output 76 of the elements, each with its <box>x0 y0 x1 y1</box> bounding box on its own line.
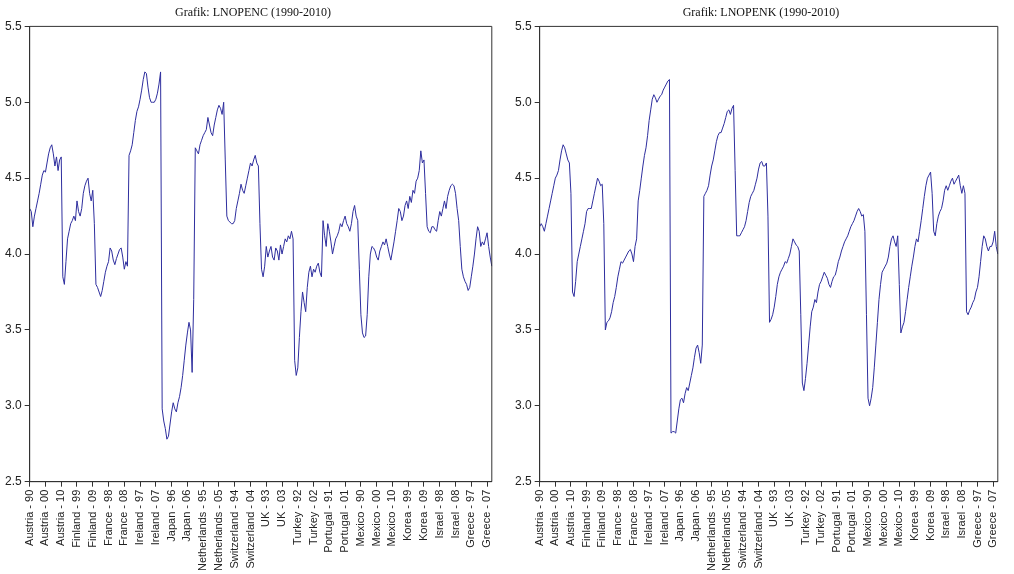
x-tick-label: Japan - 96 <box>673 489 686 542</box>
x-tick-label: Austria - 90 <box>22 489 35 546</box>
x-tick-label: Netherlands - 95 <box>196 489 209 571</box>
x-tick-label: Finland - 09 <box>85 489 98 548</box>
x-tick-label: Austria - 00 <box>38 489 51 546</box>
x-tick-label: Korea - 09 <box>417 489 430 542</box>
x-tick-label: Greece - 07 <box>986 489 999 548</box>
y-tick-label: 5.5 <box>514 18 532 33</box>
y-tick-label: 4.5 <box>4 170 22 185</box>
x-tick-label: Mexico - 10 <box>385 489 398 547</box>
y-tick-label: 5.0 <box>4 94 22 109</box>
x-tick-label: France - 08 <box>117 489 130 546</box>
x-tick-label: Netherlands - 95 <box>704 489 717 571</box>
x-tick-label: Portugal - 91 <box>829 489 842 553</box>
x-tick-label: Netherlands - 05 <box>211 489 224 571</box>
y-tick-label: 3.0 <box>514 398 532 413</box>
x-tick-label: Ireland - 97 <box>642 489 655 546</box>
x-tick-label: Austria - 10 <box>54 489 67 546</box>
y-tick-label: 4.5 <box>514 170 532 185</box>
x-tick-label: Greece - 07 <box>480 489 493 548</box>
x-tick-label: Mexico - 00 <box>369 489 382 547</box>
chart-title: Grafik: LNOPENK (1990-2010) <box>682 5 840 20</box>
y-tick-label: 5.0 <box>514 94 532 109</box>
x-tick-label: Mexico - 00 <box>876 489 889 547</box>
x-tick-label: Japan - 06 <box>689 489 702 542</box>
x-tick-label: Japan - 96 <box>164 489 177 542</box>
x-tick-label: Israel - 98 <box>432 489 445 539</box>
x-tick-label: Turkey - 92 <box>798 489 811 545</box>
x-tick-label: Greece - 97 <box>970 489 983 548</box>
x-tick-label: Turkey - 02 <box>306 489 319 545</box>
x-tick-label: Portugal - 01 <box>338 489 351 553</box>
x-tick-label: Greece - 97 <box>464 489 477 548</box>
x-tick-label: UK - 93 <box>259 489 272 527</box>
x-tick-label: Switzerland - 94 <box>227 489 240 569</box>
x-tick-label: UK - 93 <box>767 489 780 527</box>
x-tick-label: France - 98 <box>101 489 114 546</box>
x-tick-label: Portugal - 91 <box>322 489 335 553</box>
x-tick-label: Israel - 98 <box>939 489 952 539</box>
y-tick-label: 3.5 <box>514 322 532 337</box>
x-tick-label: France - 98 <box>610 489 623 546</box>
x-tick-label: Israel - 08 <box>954 489 967 539</box>
x-tick-label: Turkey - 02 <box>814 489 827 545</box>
x-tick-label: Japan - 06 <box>180 489 193 542</box>
y-tick-label: 2.5 <box>514 473 532 488</box>
x-tick-label: Turkey - 92 <box>290 489 303 545</box>
x-tick-label: Finland - 09 <box>595 489 608 548</box>
y-tick-label: 2.5 <box>4 473 22 488</box>
x-tick-label: UK - 03 <box>782 489 795 527</box>
x-tick-label: Ireland - 97 <box>133 489 146 546</box>
x-tick-label: Ireland - 07 <box>657 489 670 546</box>
y-tick-label: 4.0 <box>4 246 22 261</box>
x-tick-label: Finland - 99 <box>579 489 592 548</box>
x-tick-label: UK - 03 <box>275 489 288 527</box>
x-tick-label: Mexico - 10 <box>892 489 905 547</box>
x-tick-label: Portugal - 01 <box>845 489 858 553</box>
x-tick-label: Ireland - 07 <box>148 489 161 546</box>
x-tick-label: Israel - 08 <box>448 489 461 539</box>
y-tick-label: 5.5 <box>4 18 22 33</box>
x-tick-label: Austria - 00 <box>548 489 561 546</box>
x-tick-label: Switzerland - 04 <box>751 489 764 569</box>
x-tick-label: France - 08 <box>626 489 639 546</box>
x-tick-label: Austria - 90 <box>532 489 545 546</box>
x-tick-label: Korea - 99 <box>907 489 920 542</box>
x-tick-label: Mexico - 90 <box>861 489 874 547</box>
y-tick-label: 3.0 <box>4 398 22 413</box>
x-tick-label: Mexico - 90 <box>353 489 366 547</box>
chart-title: Grafik: LNOPENC (1990-2010) <box>175 5 331 20</box>
x-tick-label: Finland - 99 <box>70 489 83 548</box>
x-tick-label: Korea - 99 <box>401 489 414 542</box>
y-tick-label: 4.0 <box>514 246 532 261</box>
y-tick-label: 3.5 <box>4 322 22 337</box>
x-tick-label: Austria - 10 <box>563 489 576 546</box>
x-tick-label: Switzerland - 94 <box>735 489 748 569</box>
x-tick-label: Korea - 09 <box>923 489 936 542</box>
x-tick-label: Switzerland - 04 <box>243 489 256 569</box>
x-tick-label: Netherlands - 05 <box>720 489 733 571</box>
